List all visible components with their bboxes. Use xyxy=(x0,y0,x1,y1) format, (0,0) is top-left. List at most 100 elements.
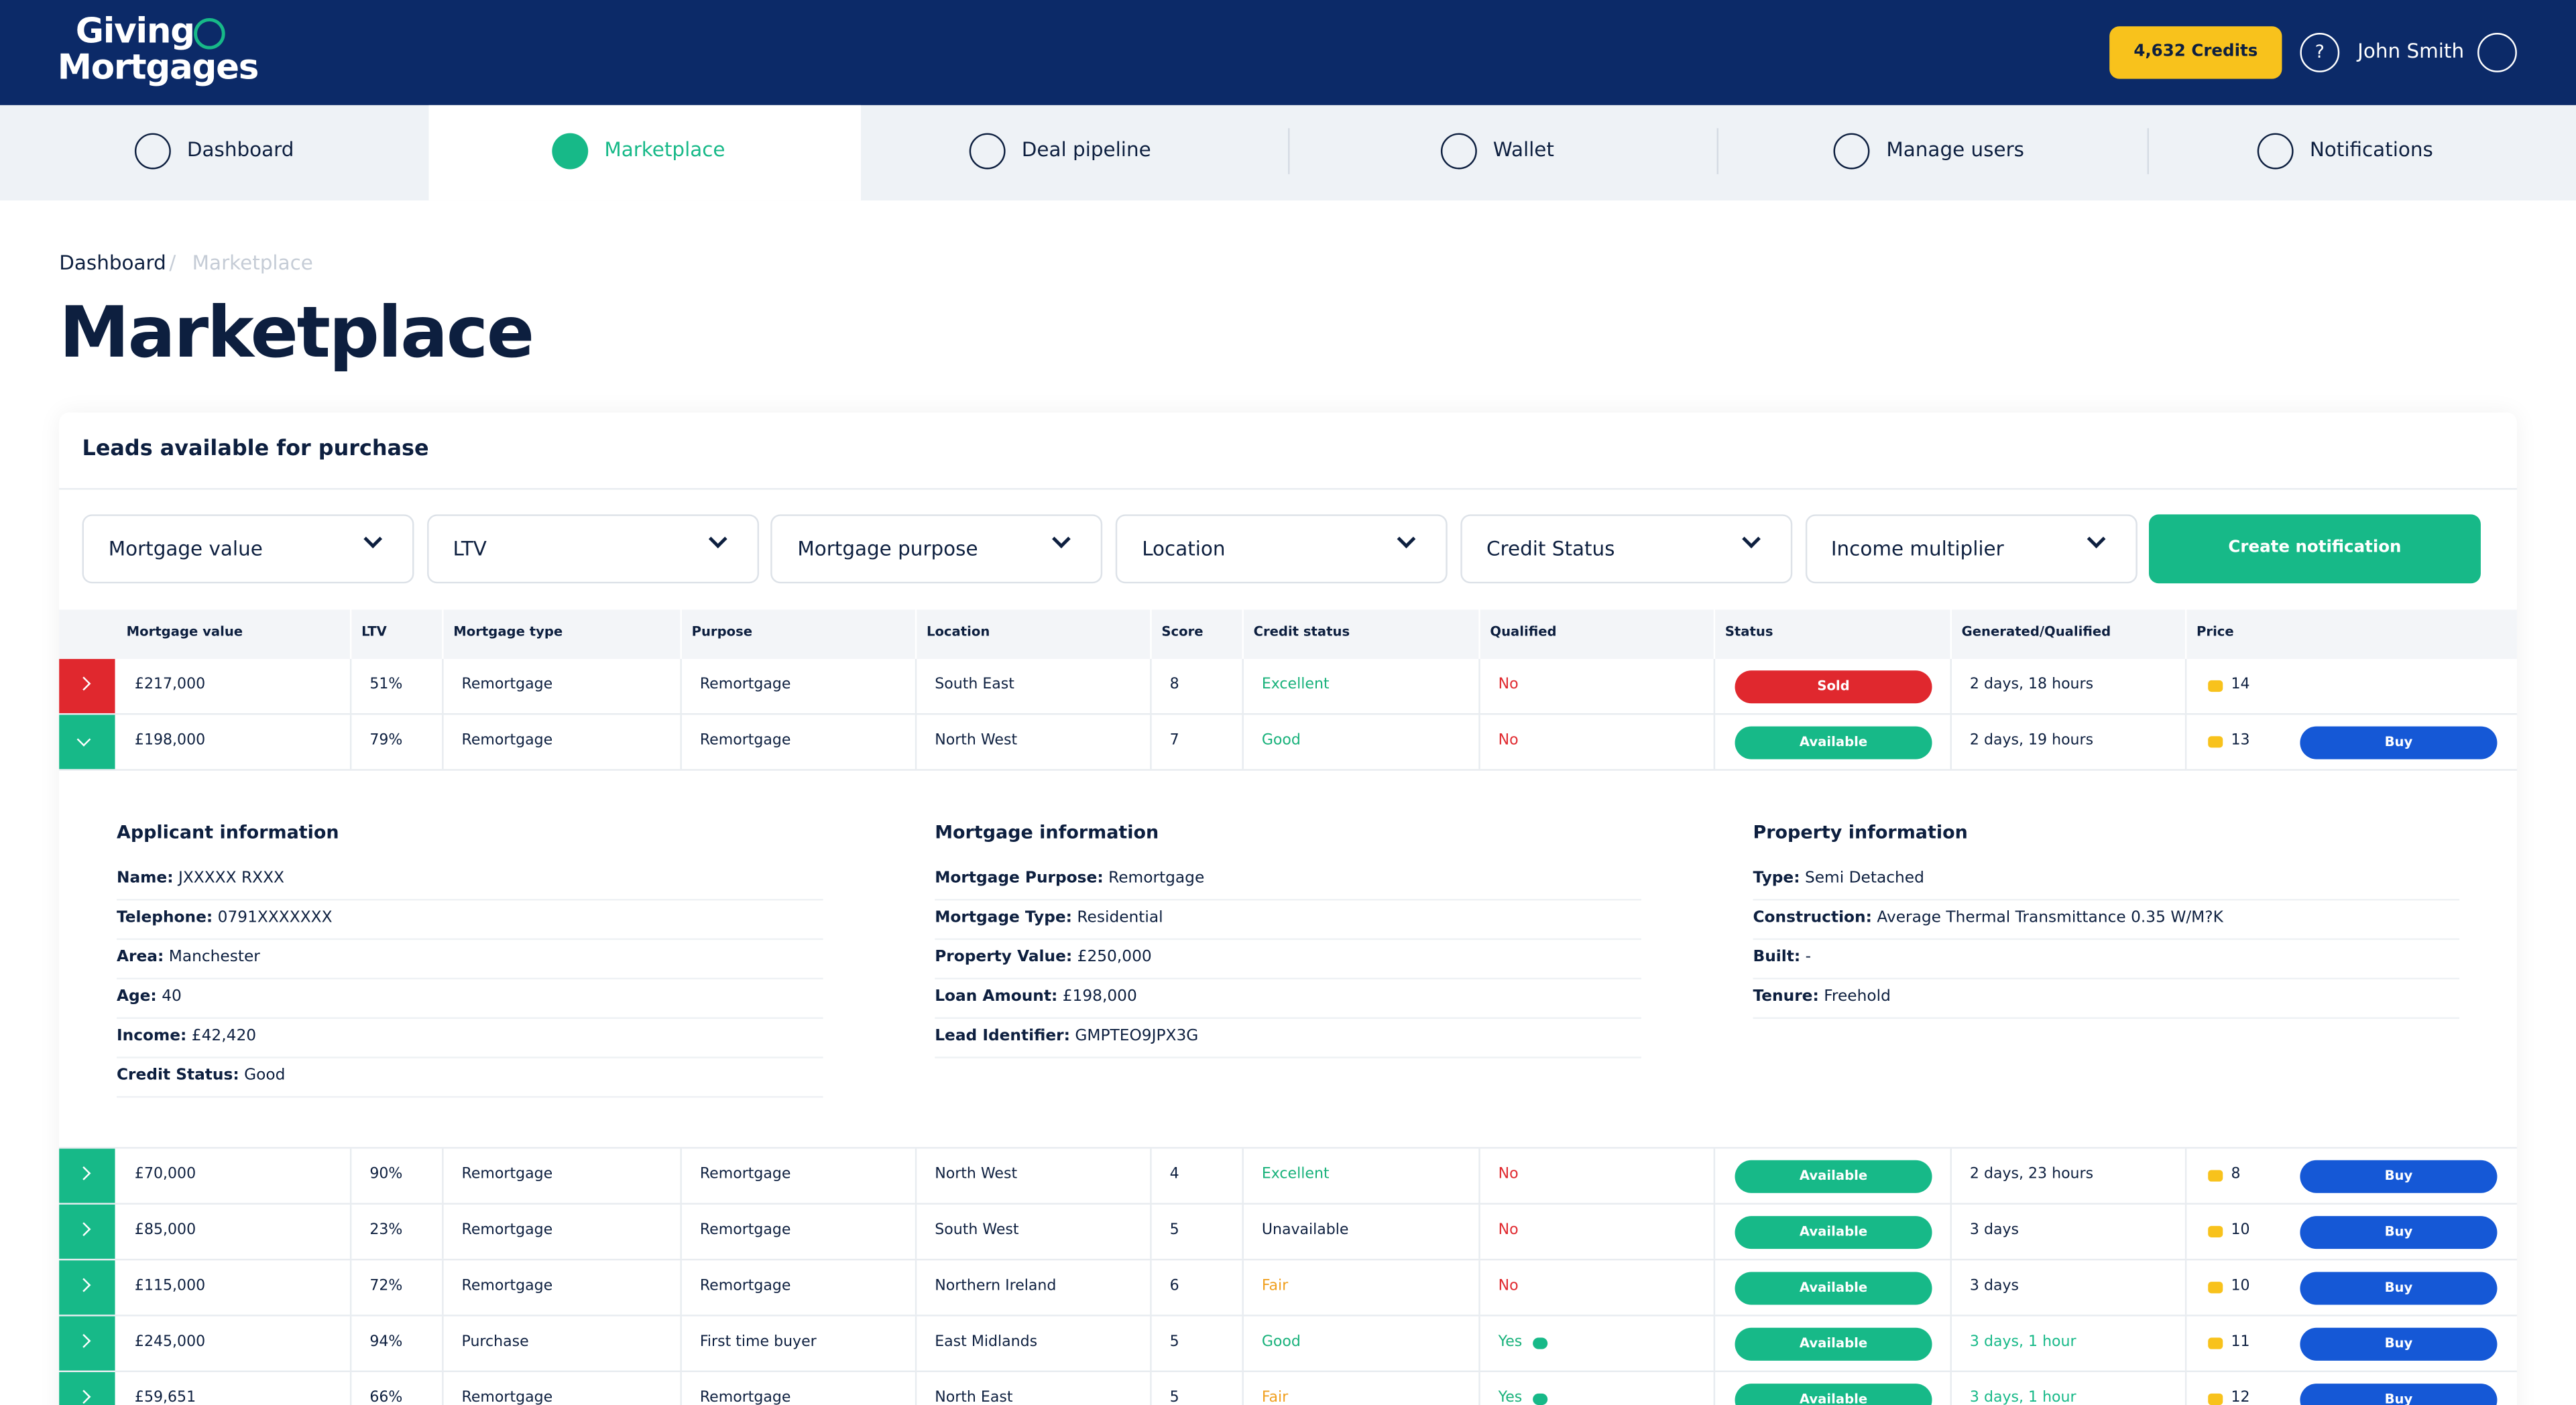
filter-chevron xyxy=(708,530,727,548)
detail-underline xyxy=(1753,938,2460,940)
cell-separator xyxy=(1950,1260,1952,1315)
credits-button[interactable]: 4,632 Credits xyxy=(2109,26,2282,79)
cell-separator xyxy=(1713,1204,1716,1259)
row-toggle[interactable] xyxy=(59,1148,115,1203)
cell-separator xyxy=(1150,1260,1152,1315)
nav-label[interactable]: Manage users xyxy=(1886,137,2024,162)
filter-dropdown[interactable]: Credit Status xyxy=(1460,514,1792,584)
row-toggle[interactable] xyxy=(59,1260,115,1315)
breadcrumb-sep: / xyxy=(169,251,176,275)
cell: East Midlands xyxy=(935,1334,1038,1351)
cell: Remortgage xyxy=(461,1166,553,1184)
cell-separator xyxy=(680,1372,682,1405)
cell: 2 days, 18 hours xyxy=(1969,677,2094,694)
detail-title: Property information xyxy=(1753,821,1968,843)
row-toggle[interactable] xyxy=(59,1316,115,1371)
user-avatar[interactable] xyxy=(2477,33,2517,72)
detail-label: Type: xyxy=(1753,869,1800,888)
column-header: Price xyxy=(2197,624,2234,639)
nav-label[interactable]: Marketplace xyxy=(604,137,725,162)
detail-item: Credit Status: Good xyxy=(117,1066,285,1085)
nav-label[interactable]: Deal pipeline xyxy=(1021,137,1151,162)
panel xyxy=(59,412,2517,1405)
cell-separator xyxy=(2184,659,2187,713)
coin-icon xyxy=(2208,1393,2223,1405)
buy-button[interactable]: Buy xyxy=(2300,1160,2498,1193)
cell-separator xyxy=(1150,715,1152,770)
nav-label[interactable]: Notifications xyxy=(2309,137,2433,162)
breadcrumb-link[interactable]: Dashboard xyxy=(59,251,166,275)
create-notification[interactable]: Create notification xyxy=(2148,514,2481,584)
user-name[interactable]: John Smith xyxy=(2357,39,2465,63)
detail-value: 0791XXXXXXX xyxy=(217,908,333,927)
cell-separator xyxy=(442,1316,444,1371)
row-toggle[interactable] xyxy=(59,659,115,713)
buy-button[interactable]: Buy xyxy=(2300,1216,2498,1249)
column-separator xyxy=(349,609,352,660)
detail-value: GMPTEO9JPX3G xyxy=(1075,1027,1199,1046)
cell: 3 days xyxy=(1969,1222,2019,1239)
cell: 5 xyxy=(1169,1390,1179,1405)
cell-separator xyxy=(1242,659,1244,713)
buy-button[interactable]: Buy xyxy=(2300,1272,2498,1305)
buy-button[interactable]: Buy xyxy=(2300,726,2498,759)
cell: 79% xyxy=(369,733,403,749)
buy-button[interactable]: Buy xyxy=(2300,1384,2498,1405)
row-toggle[interactable] xyxy=(59,715,115,770)
nav-icon xyxy=(1833,133,1870,170)
detail-value: Manchester xyxy=(168,948,260,967)
cell: 13 xyxy=(2231,733,2250,749)
cell: Northern Ireland xyxy=(935,1278,1057,1295)
detail-label: Tenure: xyxy=(1753,987,1819,1006)
detail-underline xyxy=(116,938,823,940)
cell-separator xyxy=(442,1148,444,1203)
detail-value: 40 xyxy=(162,987,182,1006)
cell: Excellent xyxy=(1261,677,1330,694)
buy-button[interactable]: Buy xyxy=(2300,1327,2498,1361)
nav-label[interactable]: Dashboard xyxy=(186,137,294,162)
cell-separator xyxy=(680,1204,682,1259)
cell: 3 days xyxy=(1969,1278,2019,1295)
chat-icon xyxy=(1533,1393,1548,1405)
filter-dropdown[interactable]: LTV xyxy=(426,514,759,584)
detail-value: Freehold xyxy=(1824,987,1891,1006)
cell-separator xyxy=(680,1316,682,1371)
cell: £245,000 xyxy=(134,1334,206,1351)
detail-item: Built: - xyxy=(1753,949,1811,967)
filter-chevron xyxy=(1397,530,1416,548)
cell: 4 xyxy=(1169,1166,1179,1184)
cell-separator xyxy=(915,1260,917,1315)
cell: North West xyxy=(935,1166,1018,1184)
filter-dropdown[interactable]: Mortgage value xyxy=(82,514,414,584)
cell: 66% xyxy=(369,1390,403,1405)
filter-dropdown[interactable]: Income multiplier xyxy=(1804,514,2137,584)
filter-dropdown[interactable]: Location xyxy=(1115,514,1448,584)
detail-item: Property Value: £250,000 xyxy=(935,949,1152,967)
row-toggle[interactable] xyxy=(59,1204,115,1259)
row-border xyxy=(59,1258,2517,1261)
detail-label: Age: xyxy=(116,987,157,1006)
cell: Fair xyxy=(1261,1278,1289,1295)
column-separator xyxy=(442,609,444,660)
cell-separator xyxy=(1478,659,1480,713)
cell: 5 xyxy=(1169,1222,1179,1239)
detail-underline xyxy=(116,1017,823,1019)
help-button[interactable]: ? xyxy=(2300,33,2340,72)
nav-icon xyxy=(2257,133,2294,170)
filter-dropdown[interactable]: Mortgage purpose xyxy=(771,514,1104,584)
filter-label: LTV xyxy=(453,537,487,560)
cell-separator xyxy=(349,1316,352,1371)
column-header: Mortgage type xyxy=(453,624,563,639)
nav-tab-active[interactable] xyxy=(429,105,861,201)
nav-label[interactable]: Wallet xyxy=(1492,137,1554,162)
detail-value: Good xyxy=(244,1066,286,1085)
row-toggle[interactable] xyxy=(59,1372,115,1405)
cell: Remortgage xyxy=(699,677,791,694)
cell-separator xyxy=(915,1372,917,1405)
detail-label: Property Value: xyxy=(935,948,1073,967)
column-separator xyxy=(915,609,917,660)
nav-icon xyxy=(1440,133,1477,170)
nav-separator xyxy=(2146,128,2149,174)
detail-value: Remortgage xyxy=(1108,869,1205,888)
cell: No xyxy=(1498,1166,1519,1184)
